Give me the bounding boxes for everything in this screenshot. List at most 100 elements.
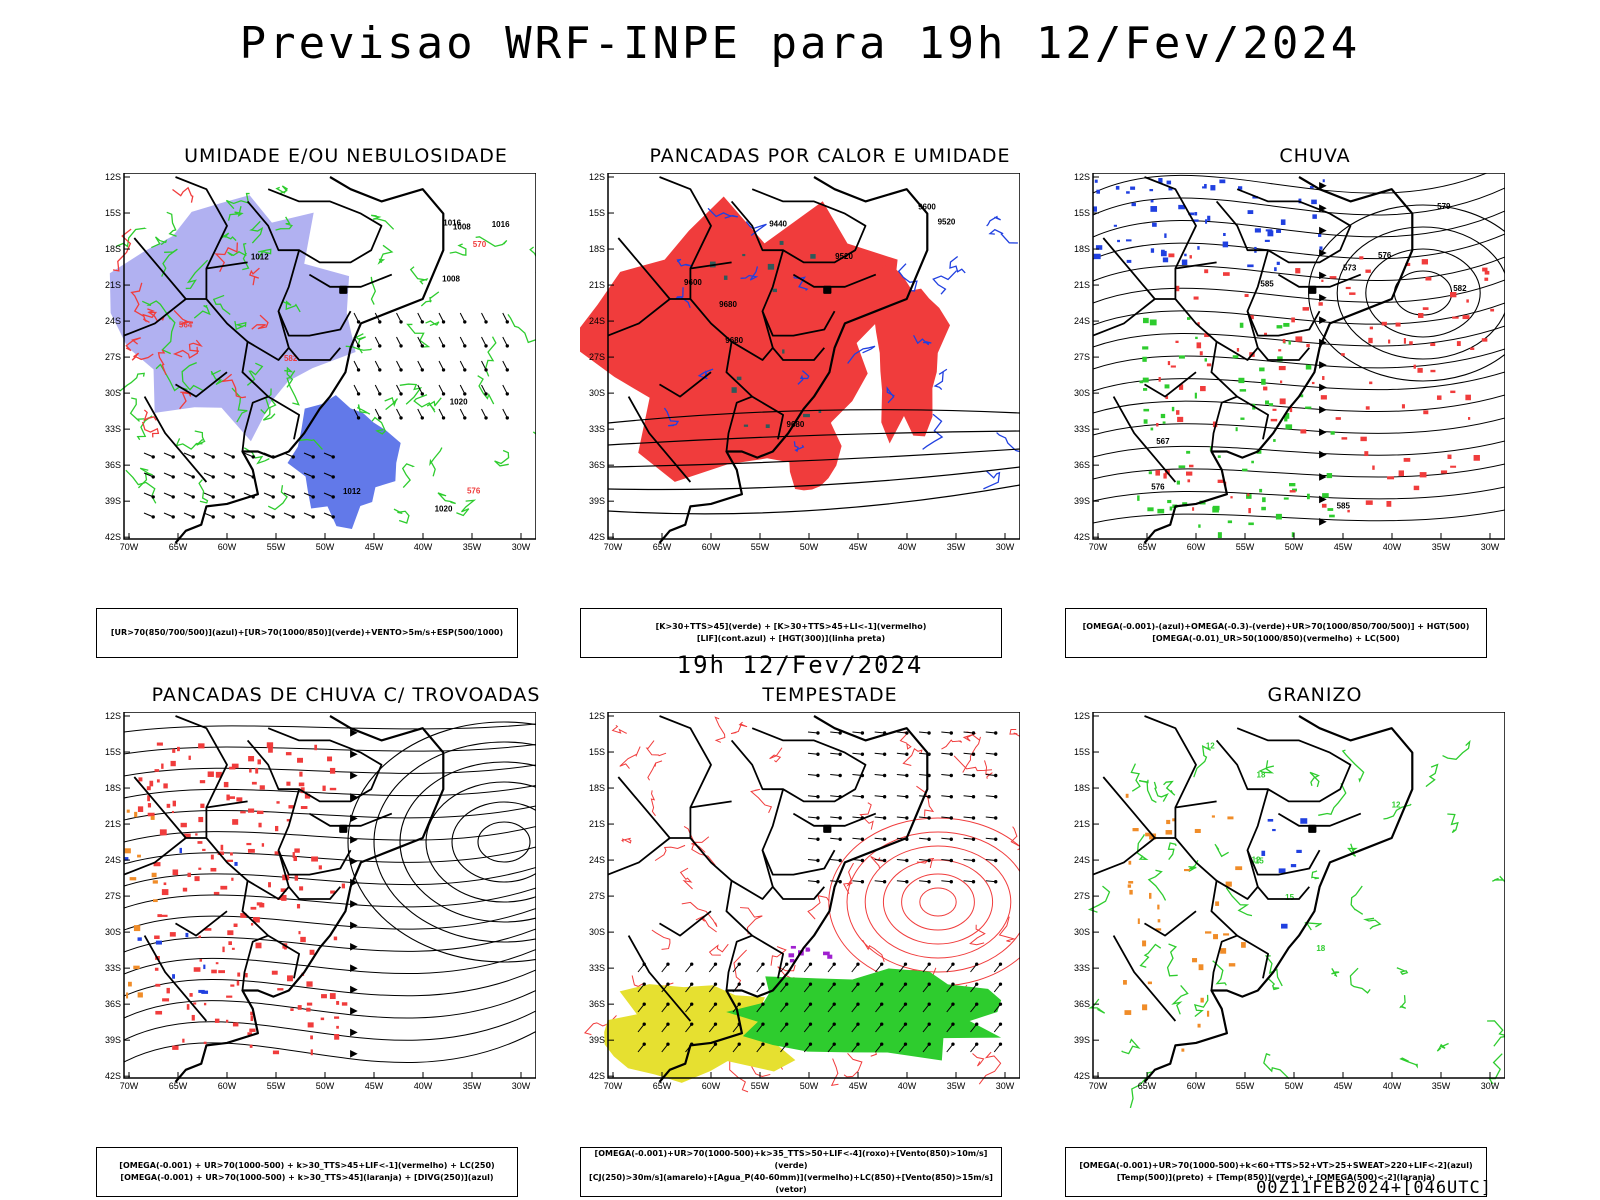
trovoada-vermelho-speck (137, 806, 144, 812)
wind-vector-head (761, 962, 765, 966)
wind-vector-head (882, 880, 887, 884)
streamline-arrow (350, 1049, 358, 1058)
hgt-label: 579 (1437, 202, 1451, 211)
hgt-label: 582 (1453, 284, 1467, 293)
wind-vector-head (211, 515, 215, 519)
omega-vermelho-speck (1484, 270, 1490, 275)
omega-vermelho-speck (1450, 293, 1456, 297)
omega-vermelho-speck (1249, 315, 1254, 320)
omega-azul-speck (1117, 239, 1120, 243)
wind-vector-head (311, 515, 315, 519)
omega-verde-speck (1261, 378, 1266, 385)
wind-vector-head (642, 1022, 646, 1026)
lake-marker (1308, 824, 1317, 833)
wind-vector-head (291, 475, 295, 479)
omega-vermelho-speck (1187, 479, 1191, 483)
omega-vermelho-speck (1192, 507, 1195, 511)
wind-vector-head (998, 1002, 1003, 1006)
omega-vermelho-speck (1320, 395, 1327, 400)
border-line (277, 249, 352, 337)
trovoada-vermelho-speck (163, 783, 168, 789)
lat-label: 39S (1074, 1035, 1090, 1045)
omega-vermelho-speck (1295, 336, 1303, 342)
wind-vector-head (838, 880, 842, 884)
trovoada-vermelho-speck (281, 894, 287, 901)
omega-vermelho-speck (1174, 285, 1180, 292)
trovoada-vermelho-speck (329, 787, 337, 791)
ocean-humidity-line (425, 320, 440, 327)
wind-vector-head (882, 773, 887, 778)
omega-laranja-speck (1211, 815, 1215, 818)
omega-azul-speck (1096, 189, 1100, 194)
trovoada-vermelho-speck (177, 746, 180, 752)
low-level-humidity-line (267, 485, 288, 511)
wind-vector-head (949, 816, 953, 820)
trovoada-vermelho-speck (202, 848, 206, 851)
trovoada-vermelho-speck (170, 760, 176, 767)
wind-vector-head (949, 880, 953, 884)
trovoada-vermelho-speck (147, 803, 152, 808)
lake-marker (823, 824, 832, 833)
agua-precipitavel-line (650, 790, 656, 817)
map-background (1093, 173, 1505, 539)
legend-granizo: [OMEGA(-0.001)+UR>70(1000-500)+k<60+TTS>… (1065, 1147, 1487, 1197)
omega-azul-speck (1276, 229, 1282, 233)
omega-vermelho-speck (1430, 342, 1436, 347)
thickness-contours-line (220, 373, 247, 399)
streamline (123, 908, 536, 931)
lifted-index-contour-line (933, 368, 948, 391)
trovoada-vermelho-speck (207, 771, 214, 777)
agua-precipitavel-line (1009, 728, 1020, 737)
trovoada-laranja-speck (137, 992, 143, 998)
legend-line: [OMEGA(-0.001) + UR>70(1000-500) + k>30_… (120, 1173, 494, 1182)
omega-verde-speck (1232, 355, 1239, 359)
lat-label: 33S (1074, 963, 1090, 973)
omega-azul-speck (1093, 206, 1097, 212)
k-tts-area-speck (803, 413, 810, 418)
anticyclone-contours (347, 721, 536, 963)
wind-vector-head (838, 837, 842, 841)
lifted-index-contour-line (988, 228, 1018, 244)
omega-verde-speck (1300, 394, 1304, 398)
pressure-label: 1008 (453, 223, 471, 232)
temp-850-contours-line (1193, 744, 1211, 778)
border-line (1210, 341, 1239, 452)
pressure-label: 1020 (450, 398, 468, 407)
divg-azul-speck (185, 932, 189, 938)
wind-vector-head (856, 1022, 860, 1026)
ocean-humidity-line (406, 323, 431, 348)
low-level-humidity-line (198, 479, 209, 504)
omega-azul-speck (1113, 224, 1117, 227)
omega-laranja-speck (1142, 940, 1147, 947)
trovoada-vermelho-speck (215, 771, 222, 778)
thickness-contours-line (188, 339, 203, 353)
trovoada-laranja-speck (128, 981, 132, 987)
omega-vermelho-speck (1395, 322, 1401, 327)
lat-label: 36S (105, 460, 121, 470)
hgt-label: 9680 (719, 300, 737, 309)
thickness-label: 564 (179, 321, 193, 330)
wind-vector-head (291, 495, 295, 499)
wind-vector-head (331, 495, 335, 499)
trovoada-vermelho-speck (169, 932, 176, 937)
omega-verde-speck (1261, 506, 1266, 511)
ocean-humidity-line (377, 244, 394, 265)
omega-azul-speck (1115, 185, 1120, 190)
trovoada-vermelho-speck (250, 906, 257, 910)
sub-title: 19h 12/Fev/2024 (676, 651, 924, 679)
ocean-humidity-line (507, 314, 536, 344)
omega-azul-speck (1319, 246, 1323, 250)
agua-precipitavel-line (807, 895, 830, 920)
lat-label: 42S (589, 532, 605, 542)
wind-vector-head (880, 1042, 884, 1046)
temp-850-contours-line (1383, 803, 1412, 820)
wind-vector-head (441, 320, 446, 324)
lat-label: 12S (589, 712, 605, 721)
lat-label: 18S (105, 783, 121, 793)
wind-vector-head (331, 455, 335, 459)
omega-laranja-speck (1127, 884, 1132, 888)
omega-laranja-speck (1166, 819, 1171, 825)
wind-vector-head (994, 837, 998, 841)
wind-vector-head (860, 731, 865, 735)
lat-label: 42S (105, 532, 121, 542)
